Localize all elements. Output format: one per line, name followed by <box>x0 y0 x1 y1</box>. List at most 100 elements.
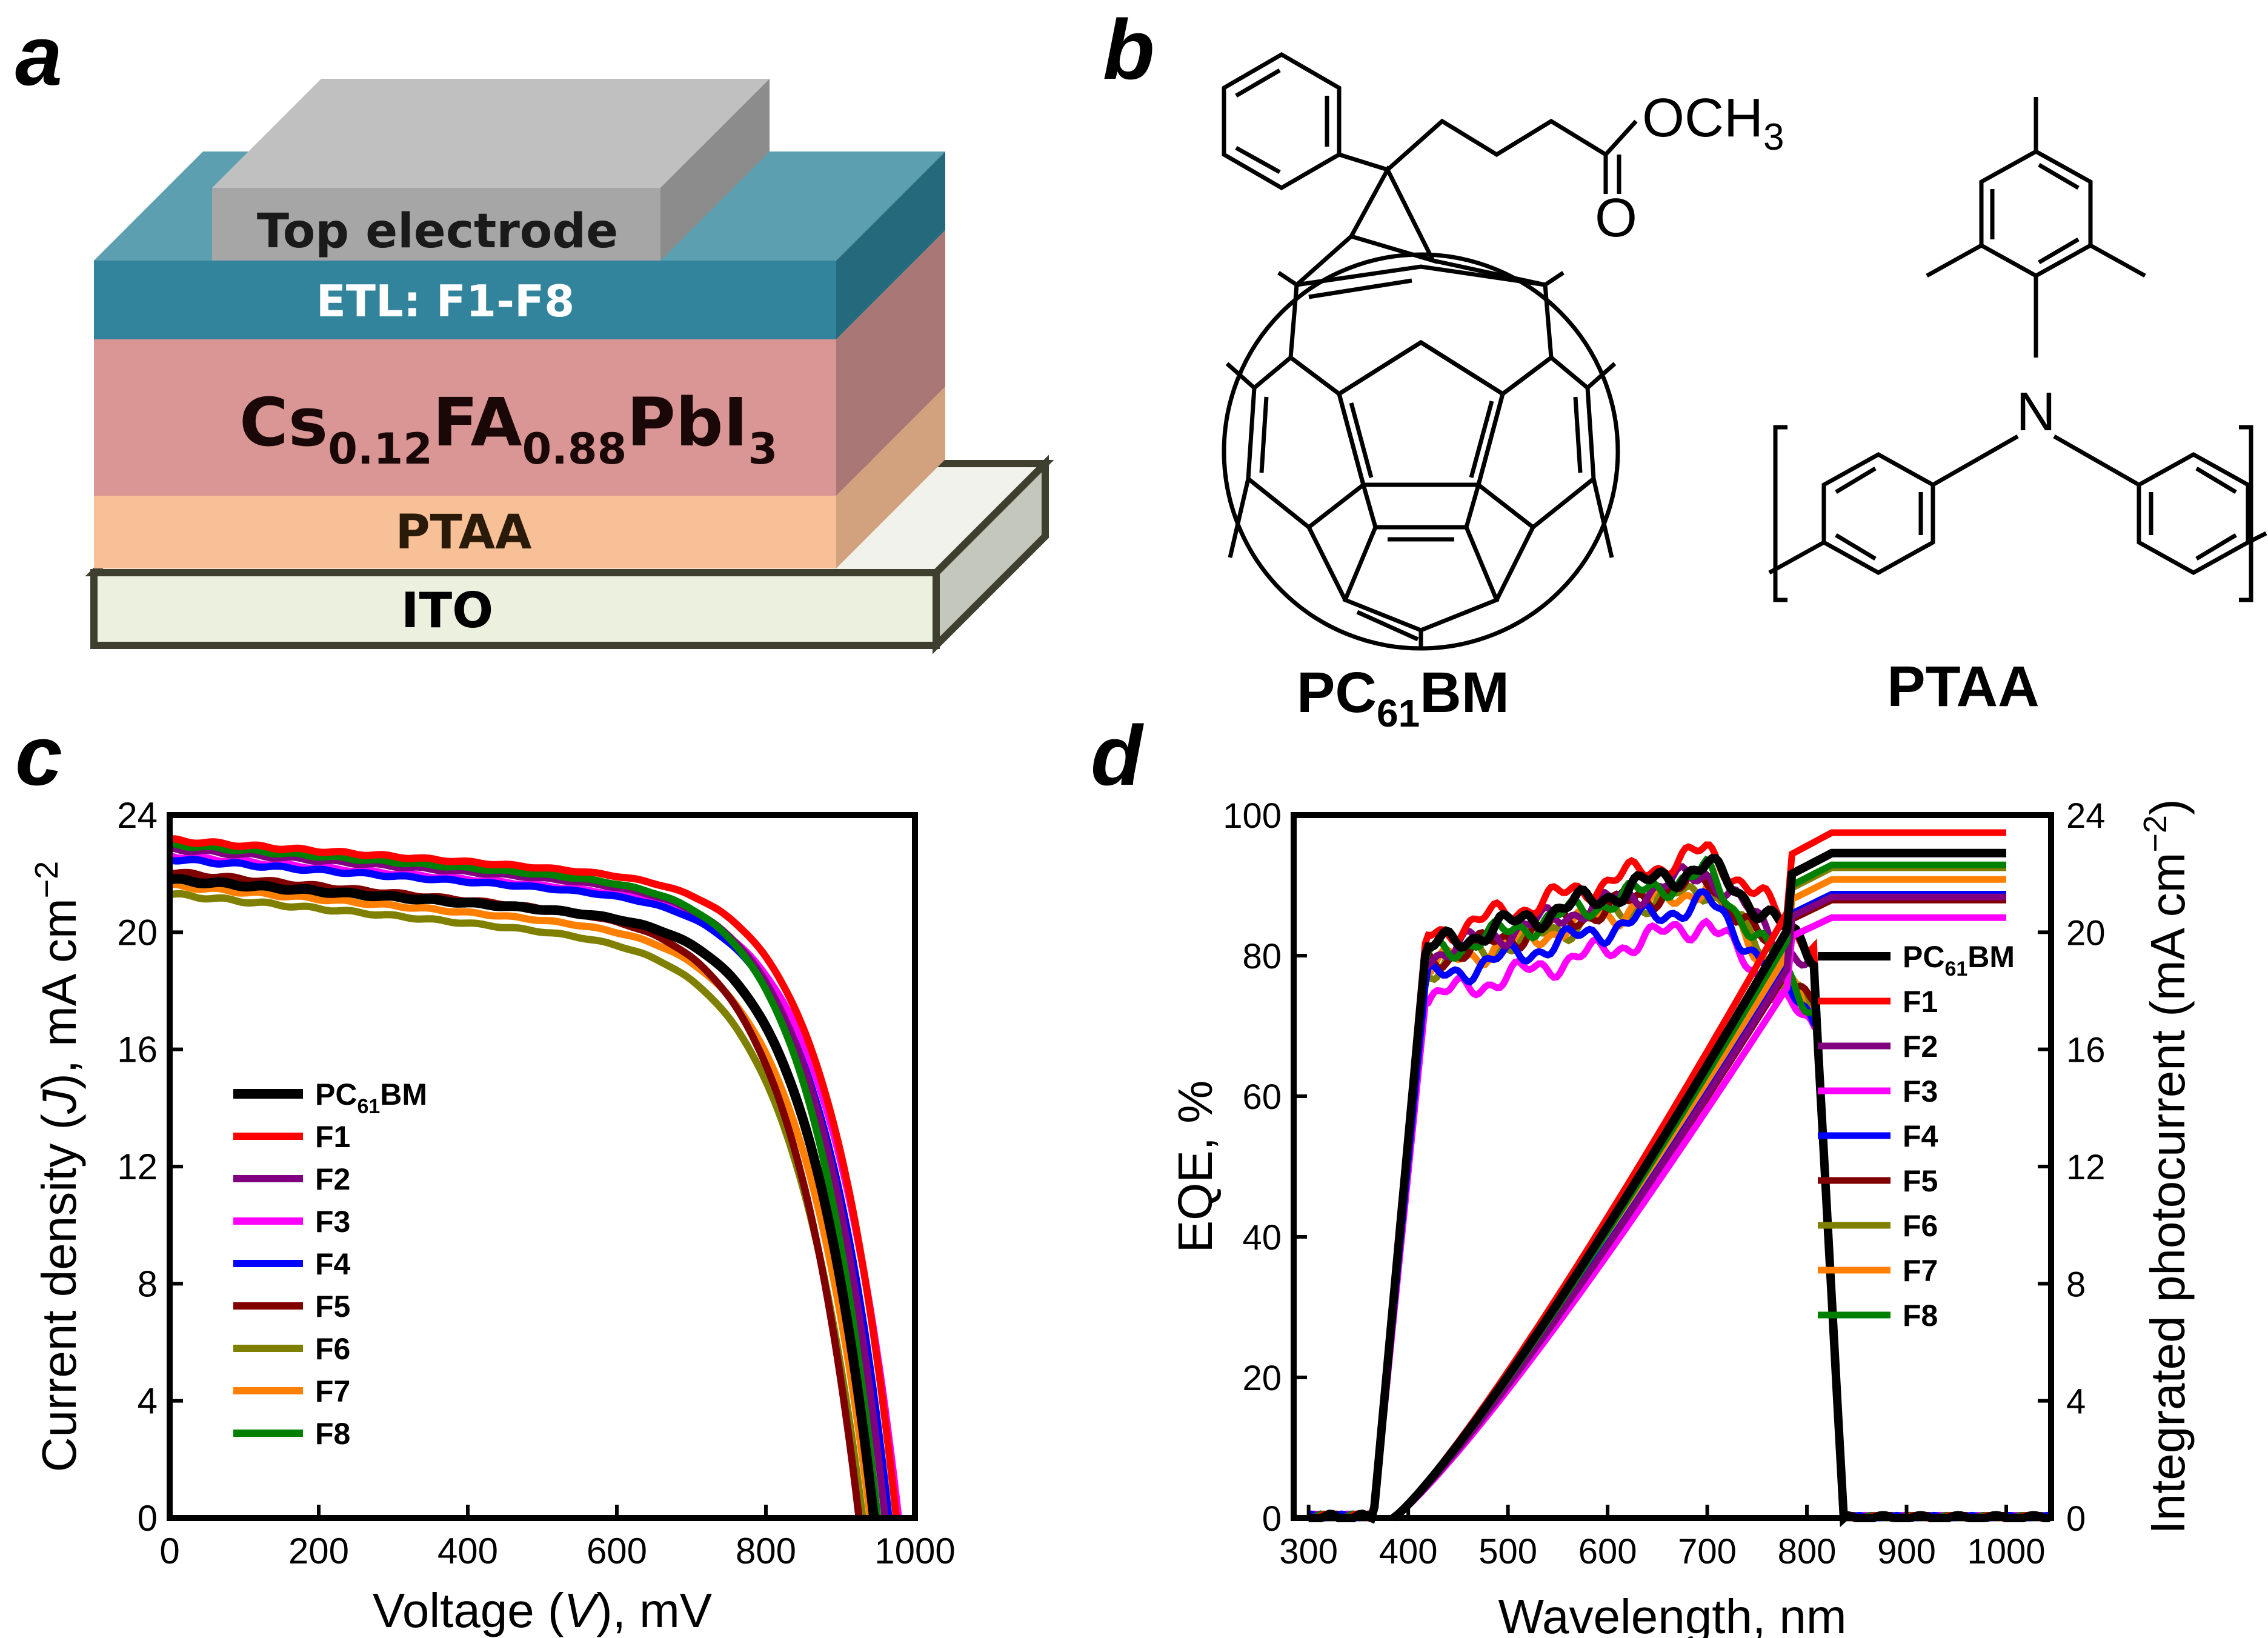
panel-label-c: c <box>15 708 62 803</box>
eqe-legend-label-pc61bm: PC61BM <box>1903 940 2015 980</box>
jv-legend-label-f8: F8 <box>315 1417 350 1451</box>
c60-double-bond-2 <box>1469 401 1494 478</box>
eqe-xtick-label: 500 <box>1478 1532 1537 1571</box>
ptaa-structure <box>1768 97 2267 602</box>
phenyl-double-bond-3 <box>1235 145 1281 175</box>
ito-layer <box>90 569 940 649</box>
etl-layer <box>94 261 836 339</box>
c60-double-bond-5 <box>1573 396 1583 473</box>
eqe-legend-label-f8: F8 <box>1903 1299 1938 1333</box>
eqe-rtick-label: 16 <box>2066 1031 2106 1070</box>
c60-bond-7 <box>1225 362 1256 390</box>
eqe-rtick-label: 8 <box>2066 1265 2086 1304</box>
jv-ytick-label: 24 <box>117 795 158 836</box>
ptaa-left-ring <box>1821 451 1935 576</box>
c60-top-hexagon <box>1288 264 1554 397</box>
ptaa-left-double-2 <box>1835 466 1877 494</box>
pcbm-name-tail: BM <box>1420 661 1509 725</box>
jv-legend-label-f6: F6 <box>315 1332 350 1366</box>
cyclopropane-ring <box>1348 165 1437 264</box>
eqe-legend: PC61BM F1 F2 F3 F4 F5 F6 F7 F8 <box>1818 940 2015 1333</box>
etl-side-face <box>836 151 945 339</box>
perovskite-fa-sub: 0.88 <box>522 424 627 474</box>
eqe-ytick-label: 0 <box>1262 1499 1282 1539</box>
ptaa-mesityl-double-3 <box>2038 237 2080 265</box>
eqe-legend-label-f3: F3 <box>1903 1074 1938 1108</box>
eqe-ytick-label: 40 <box>1242 1218 1282 1257</box>
jv-legend-label-f5: F5 <box>315 1290 350 1323</box>
c60-double-bond-6 <box>1308 278 1412 299</box>
top-electrode-label: Top electrode <box>257 204 618 259</box>
panel-label-a: a <box>15 8 62 103</box>
perovskite-label: Cs0.12FA0.88PbI3 <box>239 384 777 474</box>
eqe-ytick-label: 100 <box>1223 796 1282 836</box>
jv-legend-label-f7: F7 <box>315 1374 350 1408</box>
jv-xtick-label: 1000 <box>874 1531 955 1571</box>
eqe-xtick-label: 900 <box>1877 1532 1936 1571</box>
eqe-rtick-label: 24 <box>2066 796 2106 836</box>
pcbm-och: OCH <box>1642 88 1763 148</box>
jv-ytick-label: 16 <box>117 1030 158 1070</box>
eqe-ytick-label: 20 <box>1242 1359 1282 1398</box>
ptaa-methyl-left <box>1926 243 1983 278</box>
eqe-left-y-axis-label: EQE, % <box>1168 1080 1222 1253</box>
ptaa-nitrogen-label: N <box>2017 382 2056 442</box>
panel-label-b: b <box>1103 2 1155 97</box>
electrode-top-face <box>212 79 770 188</box>
eqe-rtick-label: 12 <box>2066 1148 2106 1187</box>
c60-bond-9 <box>1277 271 1298 287</box>
integrated-curve-f2 <box>1391 893 2006 1521</box>
eqe-legend-label-f4: F4 <box>1903 1119 1938 1153</box>
perovskite-cs-sub: 0.12 <box>328 424 433 474</box>
ptaa-right-ring <box>2137 451 2250 576</box>
jv-xtick-label: 200 <box>288 1531 349 1571</box>
pcbm-name: PC61BM <box>1297 661 1509 735</box>
perovskite-cs: Cs <box>239 384 328 461</box>
jv-ylabel-b: J <box>32 1089 86 1114</box>
device-stack-diagram: ITO PTAA Cs0.12FA0.88PbI3 ETL: F1-F8 Top… <box>85 79 1054 654</box>
ito-label: ITO <box>401 582 493 639</box>
ptaa-label: PTAA <box>395 505 531 560</box>
eqe-chart: 300 400 500 600 700 800 900 1000020406080100048… <box>1168 796 2195 1638</box>
jv-ticks: 0 200 400 600 800 1000 0 4 8 12 16 20 24 <box>117 795 955 1571</box>
jv-ylabel-c: ), mA cm <box>32 898 86 1090</box>
jv-xtick-label: 800 <box>736 1531 796 1571</box>
electrode-side-face <box>660 79 770 261</box>
c60-bond-2 <box>1464 484 1481 528</box>
eqe-legend-label-f2: F2 <box>1903 1030 1938 1064</box>
eqe-rlabel-a: Integrated photocurrent (mA cm <box>2141 853 2195 1534</box>
phenyl-ring <box>1222 52 1342 191</box>
jv-y-axis-label: Current density (J), mA cm−2 <box>28 861 86 1472</box>
jv-curve-f4 <box>168 856 893 1519</box>
c60-bond-5 <box>1228 478 1251 558</box>
c60-double-bond-7 <box>1356 610 1419 642</box>
c60-double-bond-1 <box>1349 402 1374 478</box>
eqe-rtick-label: 4 <box>2066 1382 2086 1422</box>
pcbm-name-sub: 61 <box>1377 691 1420 735</box>
eqe-rtick-label: 0 <box>2066 1499 2086 1539</box>
perovskite-pbi-sub: 3 <box>748 424 778 474</box>
c60-bond-1 <box>1361 484 1378 528</box>
c60-bond-8 <box>1586 362 1617 390</box>
ptaa-mesityl-double-1 <box>2038 162 2080 190</box>
jv-xtick-label: 0 <box>159 1531 179 1571</box>
eqe-curves <box>1306 829 2052 1528</box>
eqe-ytick-label: 80 <box>1242 937 1282 976</box>
integrated-curve-pc61bm <box>1391 848 2006 1522</box>
ptaa-n-to-right-ring <box>2053 434 2140 487</box>
jv-ytick-label: 4 <box>138 1381 158 1422</box>
butyrate-chain <box>1386 118 1638 171</box>
eqe-legend-label-f1: F1 <box>1903 985 1938 1019</box>
eqe-xtick-label: 800 <box>1778 1532 1837 1571</box>
ptaa-left-double-3 <box>1835 533 1877 561</box>
jv-ytick-label: 0 <box>138 1498 158 1539</box>
phenyl-to-bridge <box>1338 152 1389 172</box>
ptaa-left-bracket <box>1773 425 1787 602</box>
c60-bond-11 <box>1295 235 1353 287</box>
pcbm-och-sub: 3 <box>1763 116 1784 158</box>
c60-bond-4 <box>1494 526 1535 601</box>
c60-double-bond-4 <box>1259 396 1269 473</box>
jv-legend-label-f1: F1 <box>315 1120 350 1154</box>
